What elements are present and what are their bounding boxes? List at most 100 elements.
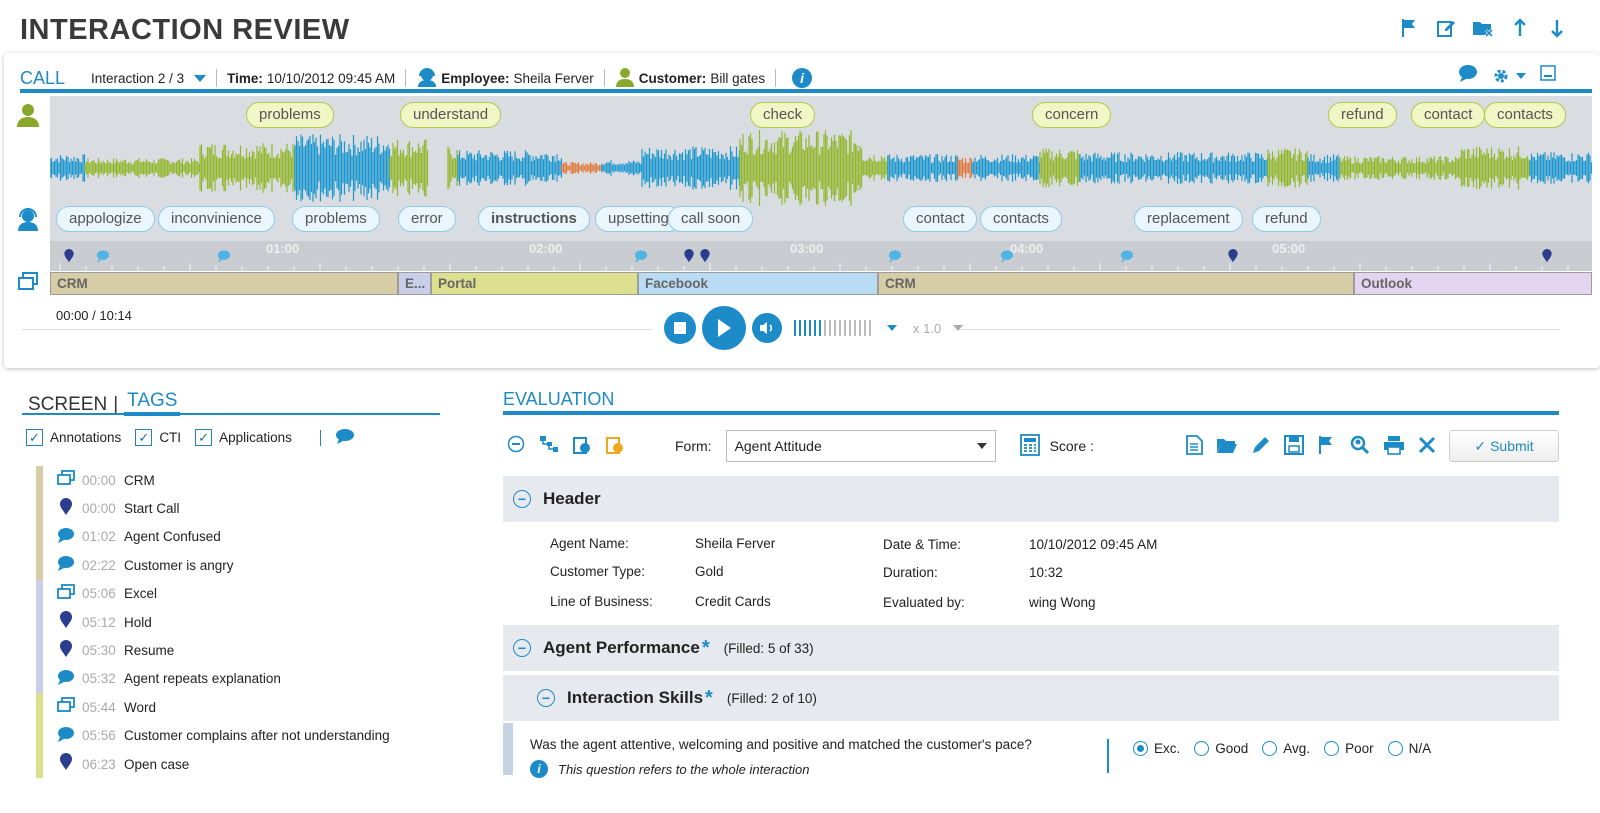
app-segment-crm[interactable]: CRM (878, 272, 1354, 295)
radio-icon[interactable] (1133, 741, 1148, 756)
interaction-skills-section[interactable]: − Interaction Skills * (Filled: 2 of 10) (503, 675, 1559, 721)
tab-screen[interactable]: SCREEN (28, 394, 108, 415)
form-select[interactable]: Agent Attitude (725, 430, 996, 462)
pin-icon[interactable] (1540, 249, 1554, 263)
agent-keyword-bubble[interactable]: contacts (1484, 102, 1566, 128)
edit-icon[interactable] (1435, 18, 1457, 40)
app-segment-excel[interactable]: E... (398, 272, 431, 295)
agent-keyword-bubble[interactable]: check (750, 102, 816, 128)
gear-icon[interactable] (1492, 67, 1526, 85)
answer-option[interactable]: Good (1194, 741, 1248, 756)
tag-list-item[interactable]: 06:23 Open case (36, 749, 436, 779)
customer-keyword-bubble[interactable]: contacts (980, 206, 1062, 232)
agent-keyword-bubble[interactable]: refund (1328, 102, 1397, 128)
checkbox-checked-icon[interactable]: ✓ (195, 429, 213, 446)
agent-keyword-bubble[interactable]: concern (1032, 102, 1112, 128)
comment-icon[interactable] (96, 249, 110, 263)
playback-speed[interactable]: x 1.0 (913, 320, 942, 336)
customer-keyword-bubble[interactable]: error (398, 206, 456, 232)
flag-icon[interactable] (1398, 18, 1420, 40)
calculator-icon[interactable] (1019, 433, 1040, 459)
agent-performance-section[interactable]: − Agent Performance * (Filled: 5 of 33) (503, 625, 1559, 671)
checkbox-checked-icon[interactable]: ✓ (135, 429, 153, 446)
radio-icon[interactable] (1262, 741, 1278, 756)
tag-list-item[interactable]: 00:00 Start Call (36, 494, 436, 523)
customer-keyword-bubble[interactable]: refund (1252, 206, 1321, 232)
tag-list-item[interactable]: 05:12 Hold (36, 607, 436, 637)
filter-cti[interactable]: ✓ CTI (135, 429, 181, 446)
save-icon[interactable] (1284, 434, 1304, 458)
app-segment-portal[interactable]: Portal (431, 272, 638, 295)
customer-keyword-bubble[interactable]: replacement (1134, 206, 1243, 232)
tag-list-item[interactable]: 02:22 Customer is angry (36, 551, 436, 580)
stop-button[interactable] (664, 312, 696, 344)
comment-icon[interactable] (634, 249, 648, 263)
customer-keyword-bubble[interactable]: appologize (56, 206, 155, 232)
customer-keyword-bubble[interactable]: upsetting (595, 206, 682, 232)
customer-keyword-bubble[interactable]: problems (292, 206, 380, 232)
volume-slider[interactable] (794, 320, 871, 336)
customer-keyword-bubble[interactable]: contact (903, 206, 978, 232)
comment-icon[interactable] (888, 249, 902, 263)
answer-option[interactable]: Exc. (1133, 741, 1180, 756)
collapse-icon[interactable]: − (513, 490, 531, 508)
app-segment-facebook[interactable]: Facebook (638, 272, 878, 295)
tag-list-item[interactable]: 01:02 Agent Confused (36, 522, 436, 552)
chevron-down-icon[interactable] (887, 325, 897, 331)
pin-icon[interactable] (1226, 249, 1240, 263)
pencil-icon[interactable] (1251, 435, 1271, 458)
folder-close-icon[interactable] (1472, 18, 1494, 40)
tag-list-item[interactable]: 05:56 Customer complains after not unders… (36, 721, 436, 750)
collapse-icon[interactable]: − (537, 689, 555, 707)
filter-applications[interactable]: ✓ Applications (195, 429, 292, 446)
pin-icon[interactable] (682, 249, 696, 263)
radio-icon[interactable] (1194, 741, 1210, 756)
customer-keyword-bubble[interactable]: inconvinience (158, 206, 275, 232)
app-segment-outlook[interactable]: Outlook (1354, 272, 1592, 295)
folder-open-icon[interactable] (1216, 436, 1238, 457)
chevron-down-icon[interactable] (953, 325, 964, 331)
answer-option[interactable]: Poor (1324, 741, 1374, 756)
minimize-icon[interactable] (1540, 65, 1556, 86)
comment-icon[interactable] (1458, 64, 1478, 87)
tag-list-item[interactable]: 05:32 Agent repeats explanation (36, 664, 436, 694)
info-icon[interactable]: i (792, 68, 813, 88)
submit-button[interactable]: ✓ Submit (1449, 430, 1559, 462)
pin-icon[interactable] (62, 249, 76, 263)
agent-keyword-bubble[interactable]: understand (400, 102, 502, 128)
collapse-all-icon[interactable] (505, 435, 527, 457)
collapse-icon[interactable]: − (513, 639, 531, 657)
comment-icon[interactable] (1000, 249, 1014, 263)
comment-icon[interactable] (1120, 249, 1134, 263)
agent-keyword-bubble[interactable]: problems (246, 102, 334, 128)
filter-annotations[interactable]: ✓ Annotations (26, 429, 121, 446)
answer-option[interactable]: Avg. (1262, 741, 1310, 756)
arrow-up-icon[interactable] (1509, 18, 1531, 40)
agent-keyword-bubble[interactable]: contact (1411, 102, 1486, 128)
customer-keyword-bubble[interactable]: call soon (668, 206, 754, 232)
hierarchy-icon[interactable] (538, 435, 560, 457)
play-button[interactable] (702, 306, 746, 350)
volume-button[interactable] (752, 313, 782, 343)
interaction-selector[interactable]: Interaction 2 / 3 (91, 71, 207, 86)
header-section[interactable]: − Header (503, 476, 1559, 522)
pin-icon[interactable] (698, 249, 712, 263)
arrow-down-icon[interactable] (1546, 18, 1568, 40)
customer-keyword-bubble[interactable]: instructions (478, 206, 590, 232)
comment-icon[interactable] (335, 428, 355, 447)
answer-option[interactable]: N/A (1387, 741, 1431, 756)
tag-list-item[interactable]: 05:06 Excel (36, 579, 436, 608)
timeline[interactable]: 01:00 02:00 03:00 04:00 05:00 (50, 241, 1592, 271)
waveform[interactable]: problems understand check concern refund… (50, 96, 1592, 241)
radio-icon[interactable] (1387, 741, 1403, 756)
checkbox-checked-icon[interactable]: ✓ (26, 429, 43, 446)
clipboard-globe-icon[interactable] (571, 435, 593, 457)
tag-list-item[interactable]: 05:30 Resume (36, 636, 436, 665)
tag-list-item[interactable]: 00:00 CRM (36, 466, 436, 495)
flag-icon[interactable] (1317, 435, 1335, 458)
radio-icon[interactable] (1324, 741, 1340, 756)
tag-list-item[interactable]: 05:44 Word (36, 693, 436, 722)
document-icon[interactable] (1185, 434, 1203, 458)
user-search-icon[interactable] (1348, 435, 1370, 458)
print-icon[interactable] (1383, 435, 1405, 458)
